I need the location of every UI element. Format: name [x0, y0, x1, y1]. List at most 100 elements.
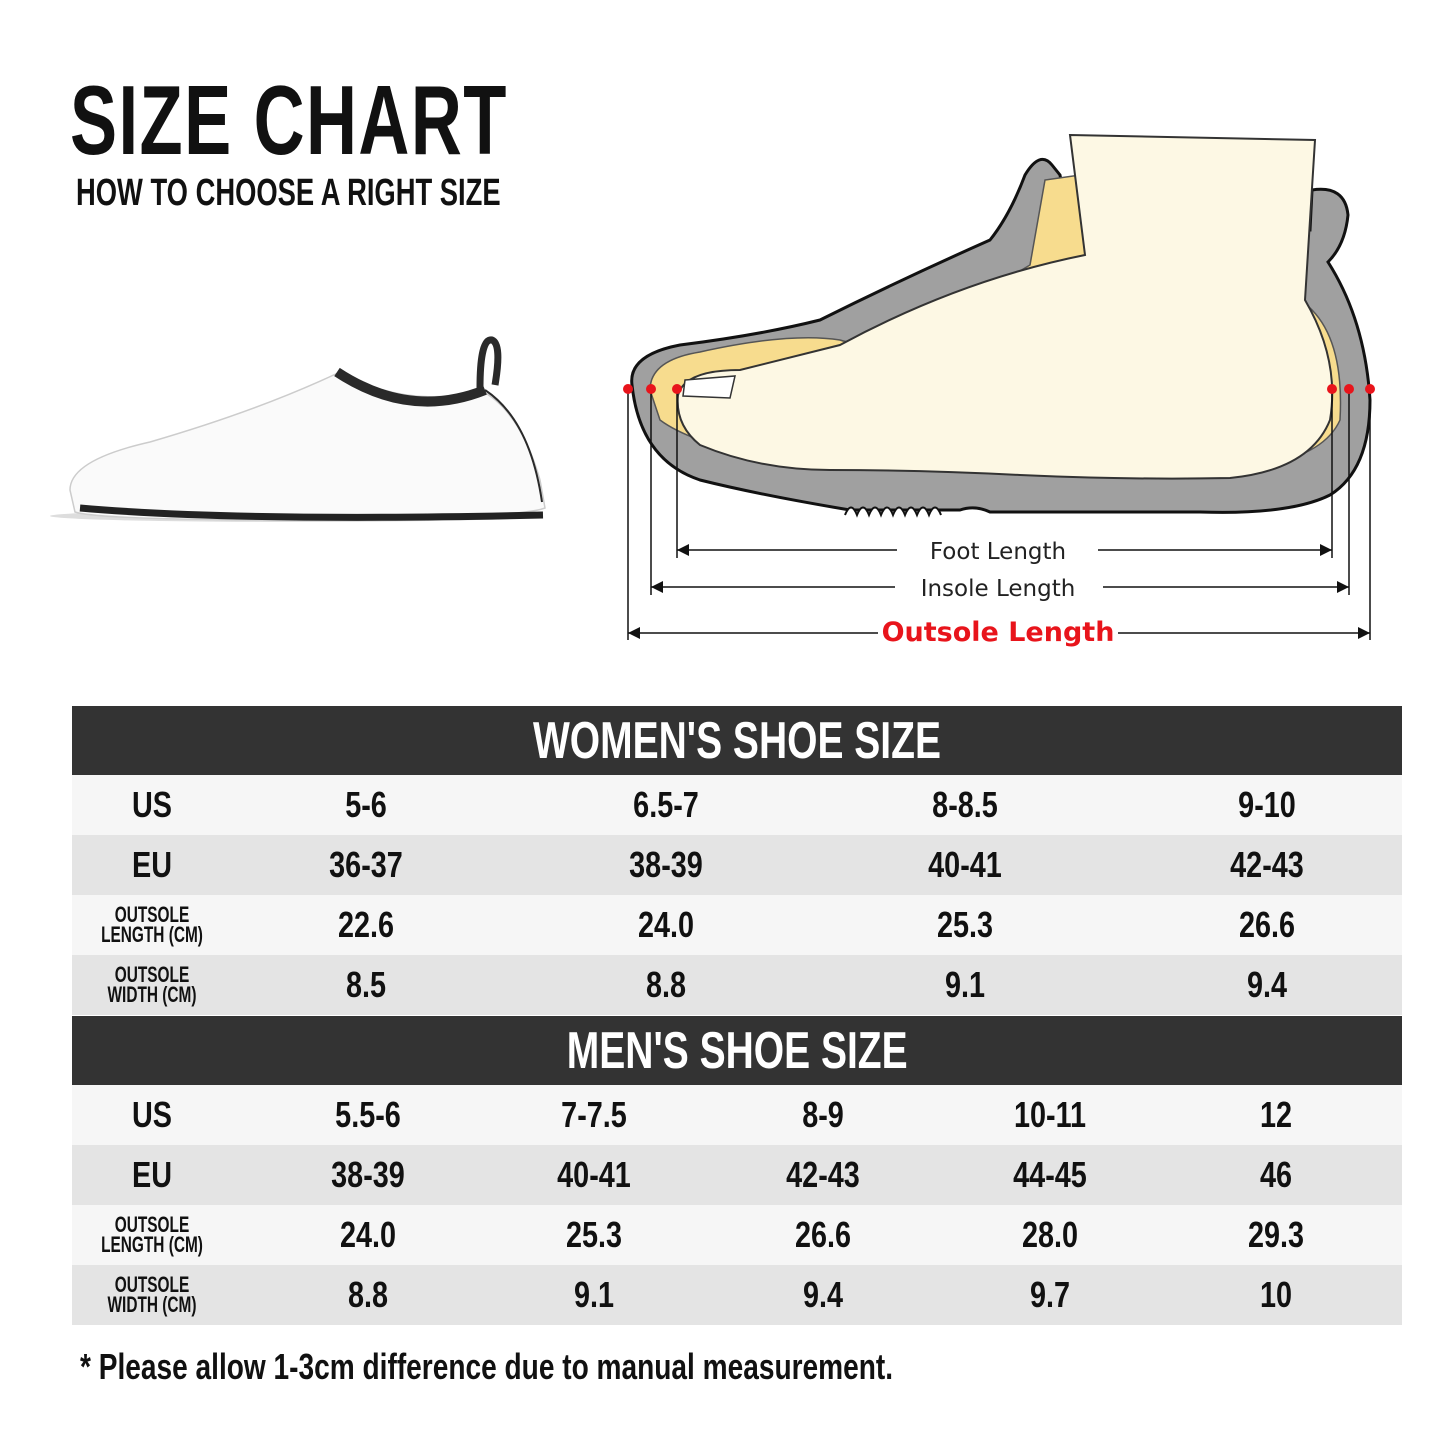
- table-row: EU 38-39 40-41 42-43 44-45 46: [72, 1145, 1402, 1205]
- foot-length-label: Foot Length: [930, 539, 1066, 565]
- cell-value: 9.4: [802, 1274, 844, 1315]
- row-label: EU: [127, 835, 177, 895]
- cell-value: 9-10: [1238, 784, 1296, 825]
- table-cell: 9.4: [1242, 955, 1292, 1015]
- table-cell: 9.1: [569, 1265, 619, 1325]
- cell-value: 10-11: [1013, 1094, 1087, 1135]
- insole-length-label: Insole Length: [921, 576, 1076, 602]
- cell-value: 40-41: [557, 1154, 631, 1195]
- cell-value: 44-45: [1013, 1154, 1087, 1195]
- women-size-table: WOMEN'S SHOE SIZE US 5-6 6.5-7 8-8.5 9-10 EU 3…: [72, 706, 1402, 1015]
- table-cell: 9-10: [1231, 775, 1303, 835]
- cell-value: 25.3: [565, 1214, 623, 1255]
- cell-value: 6.5-7: [633, 784, 699, 825]
- table-cell: 6.5-7: [625, 775, 707, 835]
- cell-value: 36-37: [329, 844, 403, 885]
- cell-value: 9.1: [573, 1274, 615, 1315]
- table-cell: 36-37: [320, 835, 412, 895]
- cell-value: 24.0: [339, 1214, 397, 1255]
- cell-value: 8.5: [345, 964, 387, 1005]
- cell-value: 5-6: [345, 784, 387, 825]
- table-row: OUTSOLE LENGTH (CM) 24.0 25.3 26.6 28.0 29.3: [72, 1205, 1402, 1265]
- table-cell: 5-6: [340, 775, 392, 835]
- measurement-points: [623, 384, 1375, 394]
- cell-value: 24.0: [637, 904, 695, 945]
- table-cell: 42-43: [1221, 835, 1313, 895]
- cell-value: 8-9: [802, 1094, 844, 1135]
- table-cell: 26.6: [1232, 895, 1302, 955]
- measurement-diagram: Foot Length Insole Length Outsole Length: [623, 133, 1375, 648]
- table-row: OUTSOLE LENGTH (CM) 22.6 24.0 25.3 26.6: [72, 895, 1402, 955]
- table-cell: 25.3: [559, 1205, 629, 1265]
- table-cell: 46: [1256, 1145, 1296, 1205]
- table-cell: 9.4: [798, 1265, 848, 1325]
- table-row: OUTSOLE WIDTH (CM) 8.8 9.1 9.4 9.7 10: [72, 1265, 1402, 1325]
- cell-value: 28.0: [1021, 1214, 1079, 1255]
- table-row: US 5-6 6.5-7 8-8.5 9-10: [72, 775, 1402, 835]
- men-table-header: MEN'S SHOE SIZE: [72, 1016, 1402, 1085]
- cell-value: 8.8: [347, 1274, 389, 1315]
- table-cell: 5.5-6: [327, 1085, 409, 1145]
- table-cell: 25.3: [930, 895, 1000, 955]
- page-title: SIZE CHART: [70, 65, 508, 175]
- table-cell: 8.8: [641, 955, 691, 1015]
- foot-shape: [676, 133, 1334, 480]
- cell-value: 10: [1259, 1274, 1293, 1315]
- table-cell: 10-11: [1005, 1085, 1095, 1145]
- row-label: US: [127, 775, 177, 835]
- table-cell: 38-39: [322, 1145, 414, 1205]
- row-label: OUTSOLE LENGTH (CM): [79, 895, 224, 955]
- cell-value: 42-43: [1230, 844, 1304, 885]
- women-table-title: WOMEN'S SHOE SIZE: [533, 711, 941, 770]
- men-table-title: MEN'S SHOE SIZE: [566, 1021, 908, 1080]
- table-cell: 24.0: [631, 895, 701, 955]
- cell-value: 40-41: [928, 844, 1002, 885]
- row-label-text: US: [131, 1094, 173, 1135]
- table-row: OUTSOLE WIDTH (CM) 8.5 8.8 9.1 9.4: [72, 955, 1402, 1015]
- shoe-image: [50, 336, 546, 522]
- row-label: OUTSOLE WIDTH (CM): [88, 955, 215, 1015]
- table-cell: 26.6: [788, 1205, 858, 1265]
- cell-value: 9.4: [1246, 964, 1288, 1005]
- cell-value: 38-39: [629, 844, 703, 885]
- row-label-text: OUTSOLE WIDTH (CM): [107, 962, 197, 1007]
- cell-value: 12: [1259, 1094, 1293, 1135]
- table-cell: 9.1: [940, 955, 990, 1015]
- row-label-text: OUTSOLE LENGTH (CM): [101, 1212, 203, 1257]
- table-cell: 8-8.5: [924, 775, 1006, 835]
- row-label-text: OUTSOLE WIDTH (CM): [107, 1272, 197, 1317]
- table-cell: 12: [1256, 1085, 1296, 1145]
- table-row: EU 36-37 38-39 40-41 42-43: [72, 835, 1402, 895]
- cell-value: 38-39: [331, 1154, 405, 1195]
- row-label-text: OUTSOLE LENGTH (CM): [101, 902, 203, 947]
- table-cell: 24.0: [333, 1205, 403, 1265]
- toenail: [682, 375, 736, 399]
- cell-value: 26.6: [1238, 904, 1296, 945]
- row-label: OUTSOLE WIDTH (CM): [88, 1265, 215, 1325]
- row-label-text: EU: [131, 1154, 173, 1195]
- table-cell: 10: [1256, 1265, 1296, 1325]
- table-cell: 40-41: [919, 835, 1011, 895]
- cell-value: 8-8.5: [932, 784, 998, 825]
- row-label: OUTSOLE LENGTH (CM): [79, 1205, 224, 1265]
- cell-value: 9.7: [1029, 1274, 1071, 1315]
- table-cell: 8.8: [343, 1265, 393, 1325]
- cell-value: 46: [1259, 1154, 1293, 1195]
- cell-value: 8.8: [645, 964, 687, 1005]
- table-cell: 38-39: [620, 835, 712, 895]
- row-label-text: US: [131, 784, 173, 825]
- cell-value: 7-7.5: [561, 1094, 627, 1135]
- table-cell: 8-9: [797, 1085, 849, 1145]
- table-cell: 8.5: [341, 955, 391, 1015]
- table-cell: 7-7.5: [553, 1085, 635, 1145]
- row-label: EU: [127, 1145, 177, 1205]
- cell-value: 29.3: [1247, 1214, 1305, 1255]
- cell-value: 9.1: [944, 964, 986, 1005]
- table-cell: 40-41: [548, 1145, 640, 1205]
- table-row: US 5.5-6 7-7.5 8-9 10-11 12: [72, 1085, 1402, 1145]
- table-cell: 44-45: [1004, 1145, 1096, 1205]
- outsole-length-label: Outsole Length: [882, 617, 1115, 648]
- women-table-header: WOMEN'S SHOE SIZE: [72, 706, 1402, 775]
- cell-value: 22.6: [337, 904, 395, 945]
- cell-value: 42-43: [786, 1154, 860, 1195]
